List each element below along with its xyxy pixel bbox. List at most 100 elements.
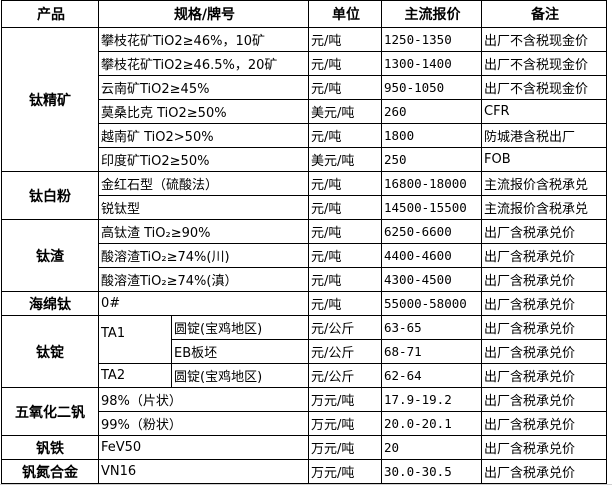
table-row: 钛锭 TA1 圆锭(宝鸡地区) 元/公斤 63-65 出厂含税承兑价 xyxy=(1,315,607,388)
table-row: 越南矿 TiO2>50% 元/吨 1800 防城港含税出厂 xyxy=(2,123,607,148)
note-cell: 出厂含税承兑价 xyxy=(481,339,607,364)
unit-cell: 元/公斤 xyxy=(308,315,382,340)
spec-cell: 攀枝花矿TiO2≥46%，10矿 xyxy=(98,27,309,52)
spec-cell: 圆锭(宝鸡地区) xyxy=(171,363,309,388)
price-cell: 68-71 xyxy=(381,339,482,364)
unit-cell: 美元/吨 xyxy=(308,99,382,124)
note-cell: 出厂含税承兑价 xyxy=(481,291,607,316)
grade-cell: TA1 xyxy=(98,315,172,364)
note-cell: 主流报价含税承兑 xyxy=(481,195,607,220)
price-cell: 1800 xyxy=(381,123,482,148)
note-cell: 出厂不含税现金价 xyxy=(481,27,607,52)
table-row: 钛精矿 攀枝花矿TiO2≥46%，10矿 元/吨 1250-1350 出厂不含税现金价 xyxy=(1,27,607,172)
unit-cell: 元/吨 xyxy=(308,243,382,268)
note-cell: 出厂含税承兑价 xyxy=(481,387,607,412)
table-row: 五氧化二钒 98%（片状） 万元/吨 17.9-19.2 出厂含税承兑价 xyxy=(1,387,607,436)
product-cell: 钛精矿 xyxy=(1,27,99,172)
price-cell: 1300-1400 xyxy=(381,51,482,76)
header-price: 主流报价 xyxy=(381,0,482,28)
spec-cell: 莫桑比克 TiO2≥50% xyxy=(98,99,309,124)
spec-cell: EB板坯 xyxy=(171,339,309,364)
unit-cell: 元/公斤 xyxy=(308,363,382,388)
price-cell: 17.9-19.2 xyxy=(381,387,482,412)
note-cell: 出厂含税承兑价 xyxy=(481,243,607,268)
price-cell: 30.0-30.5 xyxy=(381,459,482,484)
spec-cell: FeV50 xyxy=(98,435,309,460)
price-cell: 16800-18000 xyxy=(381,171,482,196)
note-cell: 出厂含税承兑价 xyxy=(481,219,607,244)
unit-cell: 元/吨 xyxy=(308,123,382,148)
spec-cell: 高钛渣 TiO₂≥90% xyxy=(98,219,309,244)
unit-cell: 元/吨 xyxy=(308,27,382,52)
sheet-gridline xyxy=(0,484,612,488)
product-cell: 五氧化二钒 xyxy=(1,387,99,436)
table-row: 锐钛型 元/吨 14500-15500 主流报价含税承兑 xyxy=(2,195,607,220)
unit-cell: 元/公斤 xyxy=(308,339,382,364)
price-cell: 6250-6600 xyxy=(381,219,482,244)
note-cell: CFR xyxy=(481,99,607,124)
note-cell: FOB xyxy=(481,147,607,172)
table-row: 云南矿TiO2≥45% 元/吨 950-1050 出厂不含税现金价 xyxy=(2,75,607,100)
unit-cell: 元/吨 xyxy=(308,51,382,76)
price-cell: 63-65 xyxy=(381,315,482,340)
header-spec: 规格/牌号 xyxy=(98,0,309,28)
unit-cell: 元/吨 xyxy=(308,291,382,316)
header-unit: 单位 xyxy=(308,0,382,28)
table-row: 钒铁 FeV50 万元/吨 20 出厂含税承兑价 xyxy=(1,435,607,460)
price-cell: 20.0-20.1 xyxy=(381,411,482,436)
spec-cell: 攀枝花矿TiO2≥46.5%，20矿 xyxy=(98,51,309,76)
unit-cell: 元/吨 xyxy=(308,75,382,100)
unit-cell: 元/吨 xyxy=(308,195,382,220)
spec-cell: 印度矿TiO2≥50% xyxy=(98,147,309,172)
table-row: 海绵钛 0# 元/吨 55000-58000 出厂含税承兑价 xyxy=(1,291,607,316)
product-cell: 钛白粉 xyxy=(1,171,99,220)
note-cell: 出厂含税承兑价 xyxy=(481,267,607,292)
spec-cell: 圆锭(宝鸡地区) xyxy=(171,315,309,340)
note-cell: 出厂含税承兑价 xyxy=(481,459,607,484)
product-cell: 钒铁 xyxy=(1,435,99,460)
spec-cell: 0# xyxy=(98,291,309,316)
product-cell: 钒氮合金 xyxy=(1,459,99,484)
unit-cell: 万元/吨 xyxy=(308,459,382,484)
note-cell: 防城港含税出厂 xyxy=(481,123,607,148)
grade-cell: TA2 xyxy=(98,363,172,388)
table-row: 钒氮合金 VN16 万元/吨 30.0-30.5 出厂含税承兑价 xyxy=(1,459,607,484)
product-cell: 海绵钛 xyxy=(1,291,99,316)
price-cell: 4300-4500 xyxy=(381,267,482,292)
header-row: 产品 规格/牌号 单位 主流报价 备注 xyxy=(1,0,607,28)
price-cell: 20 xyxy=(381,435,482,460)
table-row: 印度矿TiO2≥50% 美元/吨 250 FOB xyxy=(2,147,607,172)
spec-cell: 酸溶渣TiO₂≥74%(滇） xyxy=(98,267,309,292)
spec-cell: 金红石型（硫酸法） xyxy=(98,171,309,196)
note-cell: 主流报价含税承兑 xyxy=(481,171,607,196)
header-note: 备注 xyxy=(481,0,607,28)
price-cell: 4400-4600 xyxy=(381,243,482,268)
price-cell: 62-64 xyxy=(381,363,482,388)
price-cell: 250 xyxy=(381,147,482,172)
unit-cell: 万元/吨 xyxy=(308,435,382,460)
table-row: 酸溶渣TiO₂≥74%(滇） 元/吨 4300-4500 出厂含税承兑价 xyxy=(2,267,607,292)
spec-cell: VN16 xyxy=(98,459,309,484)
note-cell: 出厂含税承兑价 xyxy=(481,411,607,436)
spec-cell: 云南矿TiO2≥45% xyxy=(98,75,309,100)
note-cell: 出厂不含税现金价 xyxy=(481,75,607,100)
price-cell: 14500-15500 xyxy=(381,195,482,220)
spec-cell: 99%（粉状） xyxy=(98,411,309,436)
table-row: 酸溶渣TiO₂≥74%(川) 元/吨 4400-4600 出厂含税承兑价 xyxy=(2,243,607,268)
price-cell: 260 xyxy=(381,99,482,124)
header-product: 产品 xyxy=(1,0,99,28)
product-cell: 钛渣 xyxy=(1,219,99,292)
unit-cell: 元/吨 xyxy=(308,267,382,292)
price-cell: 950-1050 xyxy=(381,75,482,100)
unit-cell: 万元/吨 xyxy=(308,411,382,436)
product-cell: 钛锭 xyxy=(1,315,99,388)
table-row: 钛渣 高钛渣 TiO₂≥90% 元/吨 6250-6600 出厂含税承兑价 xyxy=(1,219,607,292)
note-cell: 出厂含税承兑价 xyxy=(481,435,607,460)
note-cell: 出厂不含税现金价 xyxy=(481,51,607,76)
note-cell: 出厂含税承兑价 xyxy=(481,315,607,340)
spec-cell: 酸溶渣TiO₂≥74%(川) xyxy=(98,243,309,268)
table-row: 钛白粉 金红石型（硫酸法） 元/吨 16800-18000 主流报价含税承兑 xyxy=(1,171,607,220)
note-cell: 出厂含税承兑价 xyxy=(481,363,607,388)
table-body: 钛精矿 攀枝花矿TiO2≥46%，10矿 元/吨 1250-1350 出厂不含税现金价攀… xyxy=(1,27,607,484)
